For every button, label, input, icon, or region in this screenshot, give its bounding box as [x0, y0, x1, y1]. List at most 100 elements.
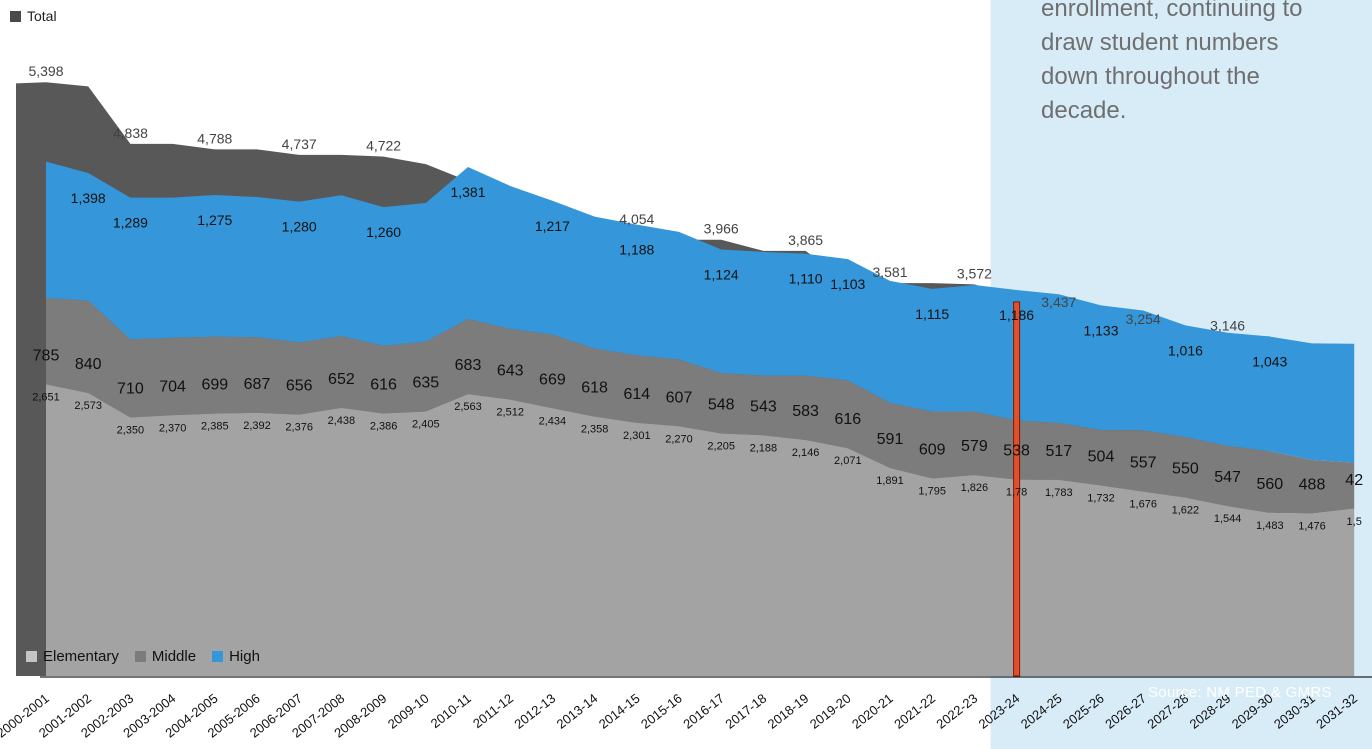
legend-swatch-elementary — [26, 651, 37, 662]
data-label-elementary: 2,573 — [74, 400, 102, 412]
data-label-middle: 840 — [75, 356, 102, 373]
data-label-total: 4,737 — [282, 136, 317, 152]
data-label-middle: 42 — [1345, 472, 1363, 489]
data-label-total: 3,865 — [788, 232, 823, 248]
data-label-high: 1,186 — [999, 307, 1034, 323]
current-year-marker — [1013, 301, 1021, 677]
data-label-elementary: 1,732 — [1087, 492, 1115, 504]
data-label-middle: 579 — [961, 438, 988, 455]
legend-label-total: Total — [27, 8, 57, 24]
data-label-high: 1,016 — [1168, 342, 1203, 358]
data-label-middle: 643 — [497, 363, 524, 380]
x-tick-label: 2020-21 — [849, 691, 896, 732]
data-label-middle: 652 — [328, 371, 355, 388]
data-label-middle: 704 — [159, 378, 186, 395]
data-label-elementary: 1,544 — [1214, 513, 1242, 525]
x-tick-label: 2016-17 — [680, 691, 727, 732]
x-tick-label: 2018-19 — [765, 691, 812, 732]
annotation-text: enrollment, continuing to draw student n… — [1041, 0, 1361, 128]
legend-label-elementary: Elementary — [43, 648, 119, 665]
data-label-total: 4,838 — [113, 125, 148, 141]
annotation-line: decade. — [1041, 97, 1127, 124]
data-label-elementary: 2,438 — [328, 415, 356, 427]
legend-item-elementary: Elementary — [26, 648, 119, 665]
legend-label-high: High — [229, 648, 260, 665]
legend-item-high: High — [212, 648, 260, 665]
data-label-middle: 560 — [1256, 476, 1283, 493]
legend-bottom: Elementary Middle High — [26, 648, 276, 665]
annotation-line: draw student numbers — [1041, 29, 1279, 56]
data-label-elementary: 2,385 — [201, 421, 229, 433]
data-label-high: 1,217 — [535, 218, 570, 234]
data-label-middle: 488 — [1299, 477, 1326, 494]
data-label-middle: 517 — [1045, 443, 1072, 460]
data-label-elementary: 2,651 — [32, 391, 60, 403]
data-label-elementary: 1,483 — [1256, 520, 1284, 532]
x-tick-label: 2010-11 — [428, 691, 474, 732]
data-label-elementary: 2,205 — [707, 440, 735, 452]
data-label-middle: 669 — [539, 371, 566, 388]
data-label-middle: 504 — [1088, 448, 1115, 465]
series-area-middle — [46, 298, 1355, 514]
data-label-high: 1,103 — [830, 276, 865, 292]
data-label-middle: 699 — [201, 377, 228, 394]
data-label-elementary: 1,622 — [1172, 505, 1200, 517]
data-label-elementary: 1,476 — [1298, 521, 1326, 533]
data-label-middle: 591 — [877, 431, 904, 448]
data-label-elementary: 2,358 — [581, 424, 609, 436]
annotation-line: down throughout the — [1041, 63, 1260, 90]
data-label-elementary: 1,783 — [1045, 487, 1073, 499]
data-label-high: 1,110 — [789, 271, 823, 287]
data-label-high: 1,398 — [71, 190, 106, 206]
legend-swatch-high — [212, 651, 224, 662]
data-label-elementary: 2,350 — [117, 425, 145, 437]
x-tick-label: 2019-20 — [807, 691, 854, 732]
data-label-middle: 557 — [1130, 455, 1157, 472]
data-label-elementary: 1,676 — [1129, 499, 1157, 511]
data-label-total: 3,437 — [1041, 294, 1076, 310]
data-label-high: 1,188 — [619, 242, 654, 258]
data-label-total: 3,966 — [704, 221, 739, 237]
data-label-middle: 710 — [117, 381, 144, 398]
legend-top: Total — [10, 8, 57, 24]
data-label-middle: 635 — [412, 374, 439, 391]
data-label-middle: 550 — [1172, 461, 1199, 478]
x-tick-label: 2015-16 — [638, 691, 685, 732]
legend-swatch-total — [10, 10, 21, 22]
data-label-middle: 614 — [623, 386, 650, 403]
data-label-middle: 616 — [370, 377, 397, 394]
data-label-middle: 618 — [581, 380, 608, 397]
data-label-elementary: 2,146 — [792, 447, 820, 459]
data-label-elementary: 2,071 — [834, 455, 862, 467]
data-label-middle: 616 — [834, 411, 861, 428]
data-label-total: 4,054 — [619, 211, 654, 227]
data-label-elementary: 2,386 — [370, 421, 398, 433]
series-area-high — [46, 161, 1355, 463]
data-label-middle: 547 — [1214, 469, 1241, 486]
data-label-high: 1,260 — [366, 224, 401, 240]
x-tick-label: 2014-15 — [596, 691, 643, 732]
x-tick-label: 2021-22 — [891, 691, 938, 732]
data-label-middle: 607 — [666, 389, 693, 406]
data-label-high: 1,289 — [113, 215, 148, 231]
data-label-high: 1,043 — [1252, 354, 1287, 370]
source-credit: Source: NM PED & GMRS — [1148, 684, 1332, 701]
data-label-high: 1,275 — [197, 212, 232, 228]
data-label-middle: 683 — [455, 357, 482, 374]
data-label-total: 3,581 — [872, 264, 907, 280]
data-label-high: 1,133 — [1083, 322, 1118, 338]
data-label-total: 4,722 — [366, 138, 401, 154]
data-label-total: 3,146 — [1210, 317, 1245, 333]
x-tick-label: 2022-23 — [933, 691, 980, 732]
data-label-elementary: 2,434 — [539, 415, 567, 427]
data-label-middle: 656 — [286, 378, 313, 395]
x-tick-label: 2009-10 — [385, 691, 432, 732]
data-label-high: 1,381 — [450, 184, 485, 200]
data-label-elementary: 2,512 — [496, 407, 524, 419]
x-tick-label: 2013-14 — [554, 691, 601, 732]
data-label-total: 5,398 — [28, 63, 63, 79]
data-label-elementary: 2,392 — [243, 420, 271, 432]
data-label-middle: 538 — [1003, 443, 1030, 460]
data-label-total: 4,788 — [197, 130, 232, 146]
data-label-elementary: 2,405 — [412, 418, 440, 430]
